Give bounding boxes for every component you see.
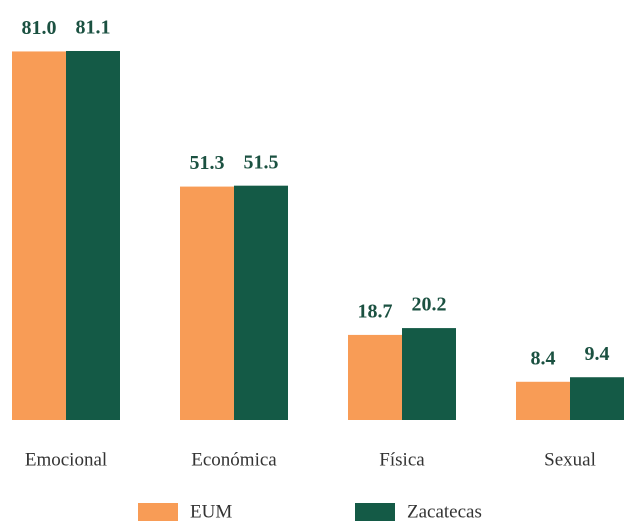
value-label: 9.4 [585,343,610,365]
x-tick-label: Sexual [544,449,596,470]
x-tick-label: Física [379,449,425,470]
bar [516,381,570,420]
x-tick-label: Económica [191,449,277,470]
value-label: 51.3 [190,152,225,174]
bar [12,51,66,420]
value-label: 8.4 [531,347,556,369]
value-label: 20.2 [412,294,447,316]
bar [180,186,234,420]
bar [234,185,288,420]
bar [348,334,402,420]
bar [402,328,456,420]
value-label: 51.5 [244,151,279,173]
value-label: 81.0 [22,17,57,39]
x-tick-label: Emocional [25,449,107,470]
bar [66,50,120,421]
legend-swatch [355,503,395,521]
legend-swatch [138,503,178,521]
value-label: 81.1 [76,17,111,39]
value-label: 18.7 [358,301,393,323]
legend-label: EUM [190,501,232,522]
bar [570,377,624,420]
legend-label: Zacatecas [407,501,482,522]
